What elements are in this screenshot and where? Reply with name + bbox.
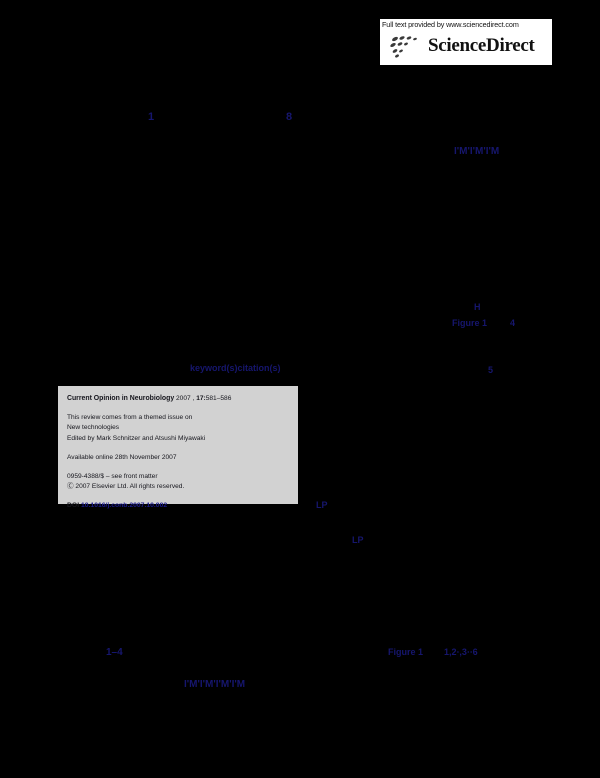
blue-text-figure-ref-2: Figure 1 (388, 647, 424, 657)
themed-issue-line-2: New technologies (67, 424, 120, 432)
blue-text-cite-7: LP (352, 535, 364, 545)
blue-text-figure-ref-1: Figure 1 (452, 318, 488, 328)
doi-link[interactable]: 10.1016/j.conb.2007.10.002 (80, 502, 168, 510)
doi-row: DOI 10.1016/j.conb.2007.10.002 (67, 501, 289, 511)
doi-label: DOI (67, 502, 80, 510)
blue-text-keyword-line: keyword(s)citation(s) (190, 363, 281, 373)
journal-volume: 17: (196, 395, 206, 402)
themed-issue-editors: Edited by Mark Schnitzer and Atsushi Miy… (67, 434, 206, 442)
journal-year: 2007 , (174, 395, 197, 402)
journal-citation-row: Current Opinion in Neurobiology 2007 , 1… (67, 394, 289, 404)
blue-text-author-line: I'M'I'M'I'M (454, 146, 500, 157)
available-online-block: Available online 28th November 2007 (67, 453, 289, 463)
sciencedirect-wordmark: ScienceDirect (428, 35, 535, 56)
sciencedirect-logo: Full text provided by www.sciencedirect.… (380, 19, 552, 65)
sciencedirect-wordmark-row: ScienceDirect (380, 30, 552, 65)
journal-pages: 581–586 (205, 395, 232, 402)
blue-text-cite-4: 4 (510, 318, 516, 328)
copyright-block: 0959-4388/$ – see front matter Ⓒ 2007 El… (67, 472, 289, 492)
available-online-text: Available online 28th November 2007 (67, 453, 177, 461)
issn-front-matter: 0959-4388/$ – see front matter (67, 473, 158, 481)
blue-text-cite-6: LP (316, 500, 328, 510)
sciencedirect-swoosh-icon (386, 32, 428, 60)
sciencedirect-tagline: Full text provided by www.sciencedirect.… (382, 20, 519, 29)
blue-text-cite-5: 5 (488, 365, 494, 375)
journal-title: Current Opinion in Neurobiology (67, 395, 175, 402)
blue-text-author-line-2: I'M'I'M'I'M'I'M (184, 679, 246, 690)
blue-text-cite-2: 8 (286, 111, 293, 123)
blue-text-cite-1: 1 (148, 111, 155, 123)
copyright-line: Ⓒ 2007 Elsevier Ltd. All rights reserved… (67, 483, 185, 491)
blue-text-cite-9: 1,2⋅,3⋅⋅6 (444, 647, 478, 657)
blue-text-cite-3: H (474, 302, 481, 312)
journal-info-box: Current Opinion in Neurobiology 2007 , 1… (58, 386, 298, 509)
themed-issue-line-1: This review comes from a themed issue on (67, 414, 193, 422)
blue-text-cite-8: 1–4 (106, 647, 123, 658)
themed-issue-block: This review comes from a themed issue on… (67, 413, 289, 444)
